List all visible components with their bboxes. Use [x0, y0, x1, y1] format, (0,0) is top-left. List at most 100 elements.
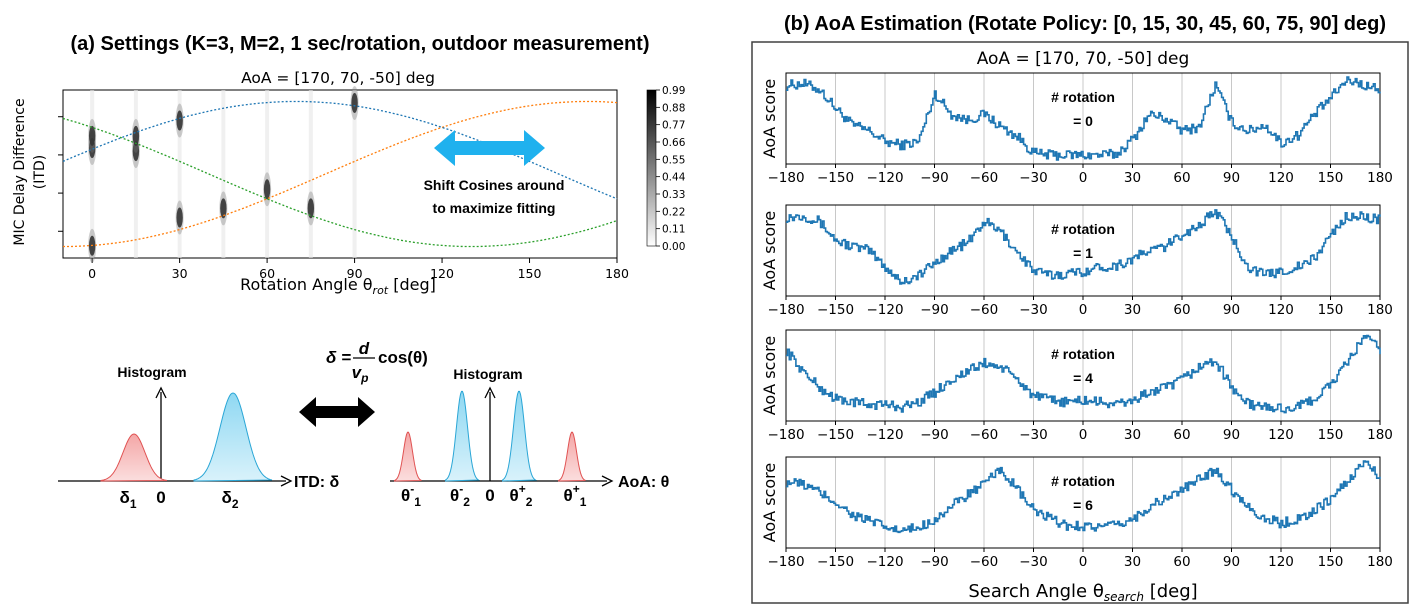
fitted-cosine-curve	[63, 100, 618, 248]
x-tick-label: −150	[817, 302, 854, 318]
aoa-score-line	[786, 209, 1381, 285]
x-tick-label: −90	[920, 170, 949, 186]
heatmap-peak-halo	[131, 118, 140, 153]
panel-b-xlabel: Search Angle θsearch [deg]	[968, 581, 1197, 604]
x-tick-label: 60	[1173, 427, 1190, 443]
colorbar-tick-label: 0.22	[662, 206, 685, 218]
x-tick-label: 0	[1079, 170, 1088, 186]
heatmap-rotation-stripe	[133, 90, 138, 258]
heatmap-peak-halo	[175, 200, 184, 235]
x-tick-label: 180	[1367, 427, 1393, 443]
itd-heatmap-chart: 0 30 60 90 120 150 180	[58, 85, 629, 281]
heatmap-stripes	[88, 85, 359, 263]
formula-lhs: δ =	[326, 348, 351, 367]
rotation-annotation-line2: = 1	[1073, 245, 1093, 261]
heatmap-x-tick-label: 180	[605, 266, 629, 281]
x-tick-label: 120	[1268, 427, 1294, 443]
rotation-annotation-line2: = 4	[1073, 370, 1093, 386]
x-tick-label: 0	[1079, 302, 1088, 318]
heatmap-x-tick-label: 60	[259, 266, 275, 281]
x-tick-label: −180	[767, 427, 804, 443]
aoa-score-line	[786, 460, 1381, 534]
heatmap-x-tick-label: 90	[347, 266, 363, 281]
aoa-score-panel-2: −180 −150 −120 −90 −60 −30 0 30 60 90 120 150 180 AoA…	[760, 329, 1393, 443]
hist-left-label: Histogram	[117, 364, 186, 380]
heatmap-x-ticks: 0 30 60 90 120 150 180	[58, 116, 629, 281]
x-tick-label: −180	[767, 302, 804, 318]
itd-axis-ticks: δ1 0 δ2	[120, 488, 239, 511]
heatmap-rotation-stripe	[265, 90, 270, 258]
colorbar-gradient	[646, 89, 657, 247]
itd-axis-label: ITD: δ	[294, 474, 340, 491]
x-tick-label: 30	[1124, 427, 1141, 443]
heatmap-xlabel: Rotation Angle θrot [deg]	[240, 275, 436, 297]
colorbar-tick-label: 0.00	[662, 241, 685, 253]
histogram-peak-delta2	[193, 392, 273, 482]
aoa-score-panel-1: −180 −150 −120 −90 −60 −30 0 30 60 90 120 150 180 AoA…	[760, 204, 1393, 318]
heatmap-peak	[220, 198, 227, 219]
x-tick-label: 180	[1367, 302, 1393, 318]
colorbar-tick-label: 0.77	[662, 120, 685, 132]
shift-note-line1: Shift Cosines around	[424, 177, 565, 193]
colorbar-tick-label: 0.11	[662, 224, 685, 236]
x-tick-label: 180	[1367, 170, 1393, 186]
x-tick-label: 150	[1318, 170, 1344, 186]
heatmap-rotation-stripe	[352, 90, 357, 258]
x-tick-label: 60	[1173, 554, 1190, 570]
x-tick-label: 90	[1223, 170, 1240, 186]
histogram-peak-theta-plus-1	[558, 431, 586, 482]
colorbar-tick-label: 0.88	[662, 102, 685, 114]
x-tick-label: 180	[1367, 554, 1393, 570]
rotation-annotation-line1: # rotation	[1051, 473, 1115, 489]
x-tick-label: −120	[866, 170, 903, 186]
x-tick-label: −60	[970, 302, 999, 318]
heatmap-peak-halo	[350, 85, 359, 120]
x-tick-label: 150	[1318, 427, 1344, 443]
x-tick-label: −60	[970, 554, 999, 570]
aoa-score-ylabel: AoA score	[760, 79, 779, 158]
x-tick-label: 90	[1223, 302, 1240, 318]
x-tick-label: 30	[1124, 554, 1141, 570]
heatmap-peak	[132, 141, 140, 162]
colorbar-tick-label: 0.44	[662, 172, 686, 184]
aoa-score-charts: −180 −150 −120 −90 −60 −30 0 30 60 90 120 150 180 AoA…	[760, 72, 1393, 570]
aoa-score-panel-3: −180 −150 −120 −90 −60 −30 0 30 60 90 120 150 180 AoA…	[760, 456, 1393, 570]
heatmap-peak	[307, 198, 315, 219]
histogram-peak-delta1	[100, 433, 168, 482]
formula-numerator: d	[359, 339, 370, 358]
histogram-peak-theta-minus-1	[394, 431, 422, 482]
x-tick-label: −180	[767, 170, 804, 186]
rotation-annotation-line1: # rotation	[1051, 346, 1115, 362]
heatmap-peak-halo	[219, 191, 228, 226]
heatmap-rotation-stripe	[90, 90, 95, 258]
x-tick-label: −180	[767, 554, 804, 570]
histogram-diagram: δ = d vp cos(θ) Histogram ITD: δ δ1 0 δ2 H…	[58, 339, 669, 511]
rotation-annotation-line2: = 6	[1073, 497, 1093, 513]
formula-denominator: vp	[352, 363, 369, 385]
heatmap-peak	[176, 207, 183, 228]
hist-left-arrow-icon	[155, 386, 167, 399]
fitted-cosine-curve	[62, 117, 618, 248]
panel-b-heading: (b) AoA Estimation (Rotate Policy: [0, 1…	[784, 13, 1386, 35]
heatmap-peak	[263, 179, 271, 200]
colorbar-tick-label: 0.66	[662, 137, 686, 149]
x-tick-label: −60	[970, 427, 999, 443]
x-tick-label: 0	[1079, 554, 1088, 570]
heatmap-peak	[176, 110, 183, 131]
itd-tick-label: 0	[156, 488, 165, 507]
x-tick-label: 120	[1268, 302, 1294, 318]
heatmap-peak	[132, 125, 140, 146]
rotation-annotation-line1: # rotation	[1051, 221, 1115, 237]
heatmap-ylabel-line1: MIC Delay Difference	[12, 98, 28, 245]
itd-axis-arrow-icon	[280, 475, 293, 487]
rotation-annotation-line1: # rotation	[1051, 89, 1115, 105]
colorbar-ticks: 0.99 0.88 0.77 0.66 0.55 0.44 0.33 0.22 0.11 0.00	[656, 85, 686, 253]
heatmap-rotation-stripe	[308, 90, 313, 258]
x-tick-label: 30	[1124, 302, 1141, 318]
hist-right-label: Histogram	[453, 366, 522, 382]
shift-double-arrow-icon	[434, 130, 545, 166]
aoa-score-ylabel: AoA score	[760, 336, 779, 415]
x-tick-label: 90	[1223, 554, 1240, 570]
hist-right-arrow-icon	[484, 386, 496, 399]
